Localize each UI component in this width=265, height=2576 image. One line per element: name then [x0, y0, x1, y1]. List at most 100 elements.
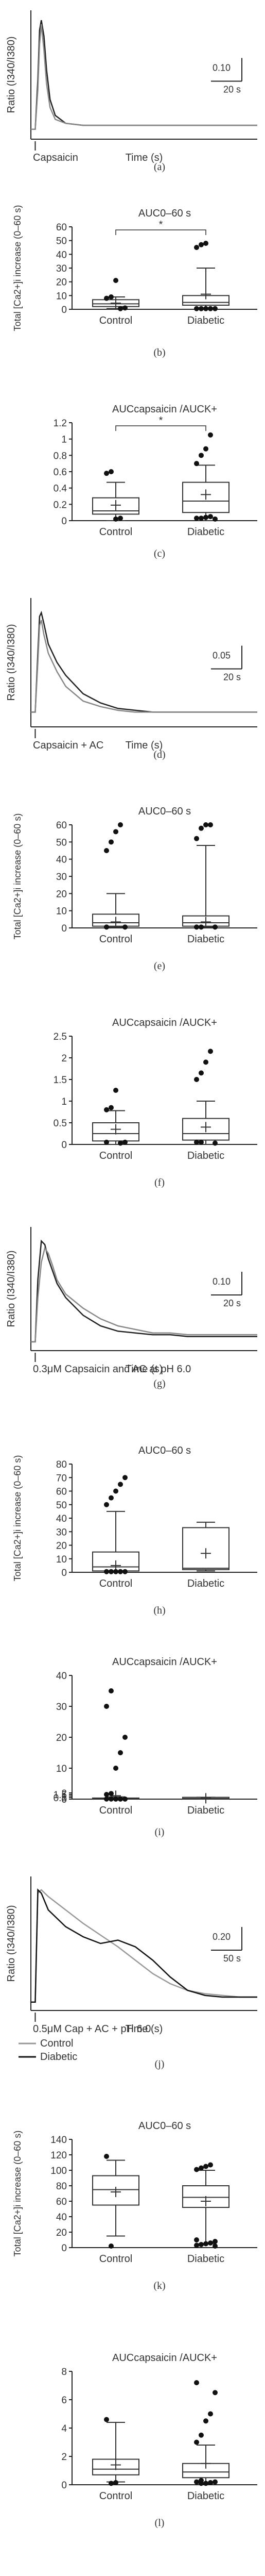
- mean-marker: [201, 917, 211, 927]
- outlier-point: [199, 2165, 204, 2171]
- series-line-control: [31, 1889, 257, 2003]
- y-axis-label: Ratio (I340/I380): [6, 1251, 17, 1327]
- significance-marker: *: [159, 219, 163, 230]
- stimulus-label: Capsaicin: [33, 152, 78, 163]
- stimulus-label: Capsaicin + AC: [33, 740, 103, 751]
- series-line-1: [31, 1247, 257, 1343]
- y-tick-label: 1.5: [54, 1790, 67, 1801]
- outlier-point: [208, 2411, 213, 2417]
- outlier-point: [203, 306, 208, 311]
- y-tick-label: 50: [56, 236, 67, 247]
- x-category-label: Diabetic: [187, 526, 224, 538]
- y-tick-label: 40: [56, 2212, 67, 2223]
- legend-label: Control: [40, 2038, 73, 2049]
- outlier-point: [104, 924, 109, 930]
- panel-caption-b: (b): [153, 347, 165, 358]
- y-tick-label: 30: [56, 263, 67, 274]
- y-tick-label: 20: [56, 2228, 67, 2238]
- y-tick-label: 0: [61, 516, 67, 527]
- y-axis-label: Ratio (I340/I380): [6, 624, 17, 701]
- y-axis-label: Total [Ca2+]i increase (0–60 s): [12, 813, 23, 940]
- outlier-point: [213, 2479, 218, 2485]
- outlier-point: [194, 836, 199, 841]
- scale-bar-x-label: 50 s: [223, 1953, 241, 1964]
- panel-caption-e: (e): [154, 960, 165, 972]
- outlier-point: [208, 2240, 213, 2246]
- panel-caption-i: (i): [155, 1826, 165, 1838]
- significance-marker: *: [159, 415, 163, 426]
- y-tick-label: 60: [56, 2197, 67, 2207]
- series-line-1: [31, 620, 257, 713]
- y-tick-label: 0: [61, 2480, 67, 2491]
- outlier-point: [213, 2390, 218, 2396]
- scale-bar-y-label: 0.10: [213, 1276, 231, 1287]
- scale-bar-y-label: 0.05: [213, 651, 231, 661]
- outlier-point: [213, 924, 218, 930]
- outlier-point: [104, 2417, 109, 2422]
- chart-title: AUCcapsaicin /AUCK+: [112, 1017, 217, 1028]
- outlier-point: [122, 305, 128, 311]
- box-chart-c: 0 0.2 0.4 0.6 0.8 1 1.2 AUCcapsaicin /AUCK+ Cont…: [54, 404, 257, 538]
- series-line-1: [31, 24, 257, 130]
- x-category-label: Control: [99, 1150, 132, 1161]
- x-category-label: Diabetic: [187, 1150, 224, 1161]
- mean-marker: [111, 500, 121, 510]
- outlier-point: [199, 453, 204, 458]
- outlier-point: [199, 1139, 204, 1145]
- outlier-point: [104, 1107, 109, 1112]
- outlier-point: [109, 2243, 114, 2249]
- outlier-point: [208, 432, 213, 438]
- y-tick-label: 80: [56, 2181, 67, 2192]
- outlier-point: [118, 516, 123, 521]
- outlier-point: [199, 306, 204, 311]
- box-chart-l: 0 2 4 6 8 AUCcapsaicin /AUCK+ Control Diabetic: [61, 2352, 257, 2502]
- mean-marker: [111, 2187, 121, 2197]
- x-category-label: Control: [99, 934, 132, 945]
- outlier-point: [199, 2478, 204, 2483]
- y-tick-label: 10: [56, 1554, 67, 1565]
- outlier-point: [104, 295, 109, 301]
- outlier-point: [208, 2480, 213, 2485]
- x-axis-label: Time (s): [126, 2023, 163, 2035]
- y-tick-label: 30: [56, 872, 67, 883]
- outlier-point: [194, 245, 199, 250]
- x-category-label: Diabetic: [187, 2490, 224, 2502]
- outlier-point: [109, 1688, 114, 1693]
- outlier-point: [109, 1105, 114, 1110]
- scale-bar-x-label: 20 s: [223, 1298, 241, 1308]
- outlier-point: [118, 1796, 123, 1802]
- outlier-point: [104, 471, 109, 476]
- x-category-label: Control: [99, 315, 132, 326]
- outlier-point: [194, 306, 199, 311]
- y-tick-label: 40: [56, 1514, 67, 1524]
- outlier-point: [113, 829, 118, 835]
- y-tick-label: 100: [50, 2166, 67, 2176]
- outlier-point: [194, 1139, 199, 1145]
- outlier-point: [118, 1569, 123, 1574]
- y-tick-label: 10: [56, 291, 67, 302]
- outlier-point: [208, 2162, 213, 2168]
- outlier-point: [194, 1077, 199, 1082]
- outlier-point: [122, 1796, 128, 1802]
- outlier-point: [113, 1488, 118, 1494]
- outlier-point: [213, 2243, 218, 2249]
- chart-title: AUCcapsaicin /AUCK+: [112, 2352, 217, 2364]
- y-tick-label: 0: [61, 305, 67, 315]
- scale-bar-y-label: 0.20: [213, 1932, 231, 1942]
- y-tick-label: 80: [56, 1459, 67, 1470]
- x-category-label: Diabetic: [187, 934, 224, 945]
- mean-marker: [111, 2459, 121, 2470]
- outlier-point: [122, 924, 128, 930]
- outlier-point: [199, 516, 204, 521]
- x-axis-label: Time (s): [126, 152, 163, 163]
- mean-marker: [201, 1122, 211, 1133]
- y-axis-label: Total [Ca2+]i increase (0–60 s): [12, 2131, 23, 2257]
- series-line-diabetic: [31, 1888, 257, 2003]
- y-tick-label: 0: [61, 2243, 67, 2254]
- mean-marker: [201, 2196, 211, 2206]
- outlier-point: [194, 516, 199, 521]
- panel-caption-h: (h): [153, 1605, 165, 1616]
- outlier-point: [104, 1139, 109, 1145]
- chart-title: AUC0–60 s: [138, 208, 191, 219]
- y-tick-label: 40: [56, 1671, 67, 1682]
